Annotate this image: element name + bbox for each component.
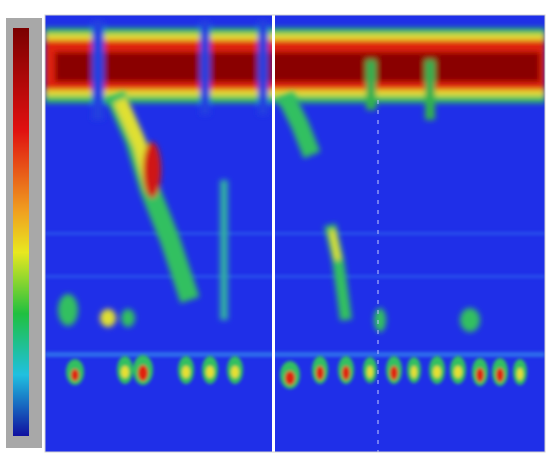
blob (374, 308, 386, 332)
blob (100, 309, 116, 327)
band (45, 232, 545, 235)
streaks (58, 90, 480, 332)
band-dark (55, 52, 540, 82)
contraction (182, 366, 190, 378)
blob (460, 308, 480, 332)
contraction (316, 366, 324, 380)
contraction (476, 368, 484, 382)
contraction (390, 366, 398, 380)
pressure-map (45, 15, 545, 452)
contraction (285, 371, 295, 385)
band (45, 275, 545, 278)
contraction (138, 365, 148, 381)
gap (366, 60, 376, 110)
contraction (411, 366, 417, 378)
contraction (231, 366, 239, 378)
contraction (206, 366, 214, 378)
streak-green (276, 90, 321, 159)
divider (272, 15, 275, 452)
contraction (71, 369, 79, 381)
contraction (454, 366, 462, 378)
blob (121, 309, 135, 327)
contraction (367, 366, 373, 378)
streak-yellow (329, 229, 341, 261)
plot-frame (44, 14, 546, 453)
upper-band (45, 20, 545, 120)
contraction (433, 366, 441, 378)
blob (58, 294, 78, 326)
streak-cyan (220, 180, 228, 320)
gap (200, 20, 210, 115)
contraction (517, 368, 523, 380)
contraction (342, 366, 350, 380)
contraction (121, 366, 129, 378)
lower-contractions (66, 355, 527, 389)
contraction (496, 368, 504, 382)
color-scale (13, 28, 29, 436)
streak-red (143, 142, 161, 198)
contraction-mid (121, 366, 523, 380)
gap (258, 20, 268, 115)
gap (92, 20, 104, 120)
band (45, 352, 545, 357)
contraction-core (71, 365, 504, 385)
baseline-bands (45, 232, 545, 357)
gap (425, 60, 435, 120)
